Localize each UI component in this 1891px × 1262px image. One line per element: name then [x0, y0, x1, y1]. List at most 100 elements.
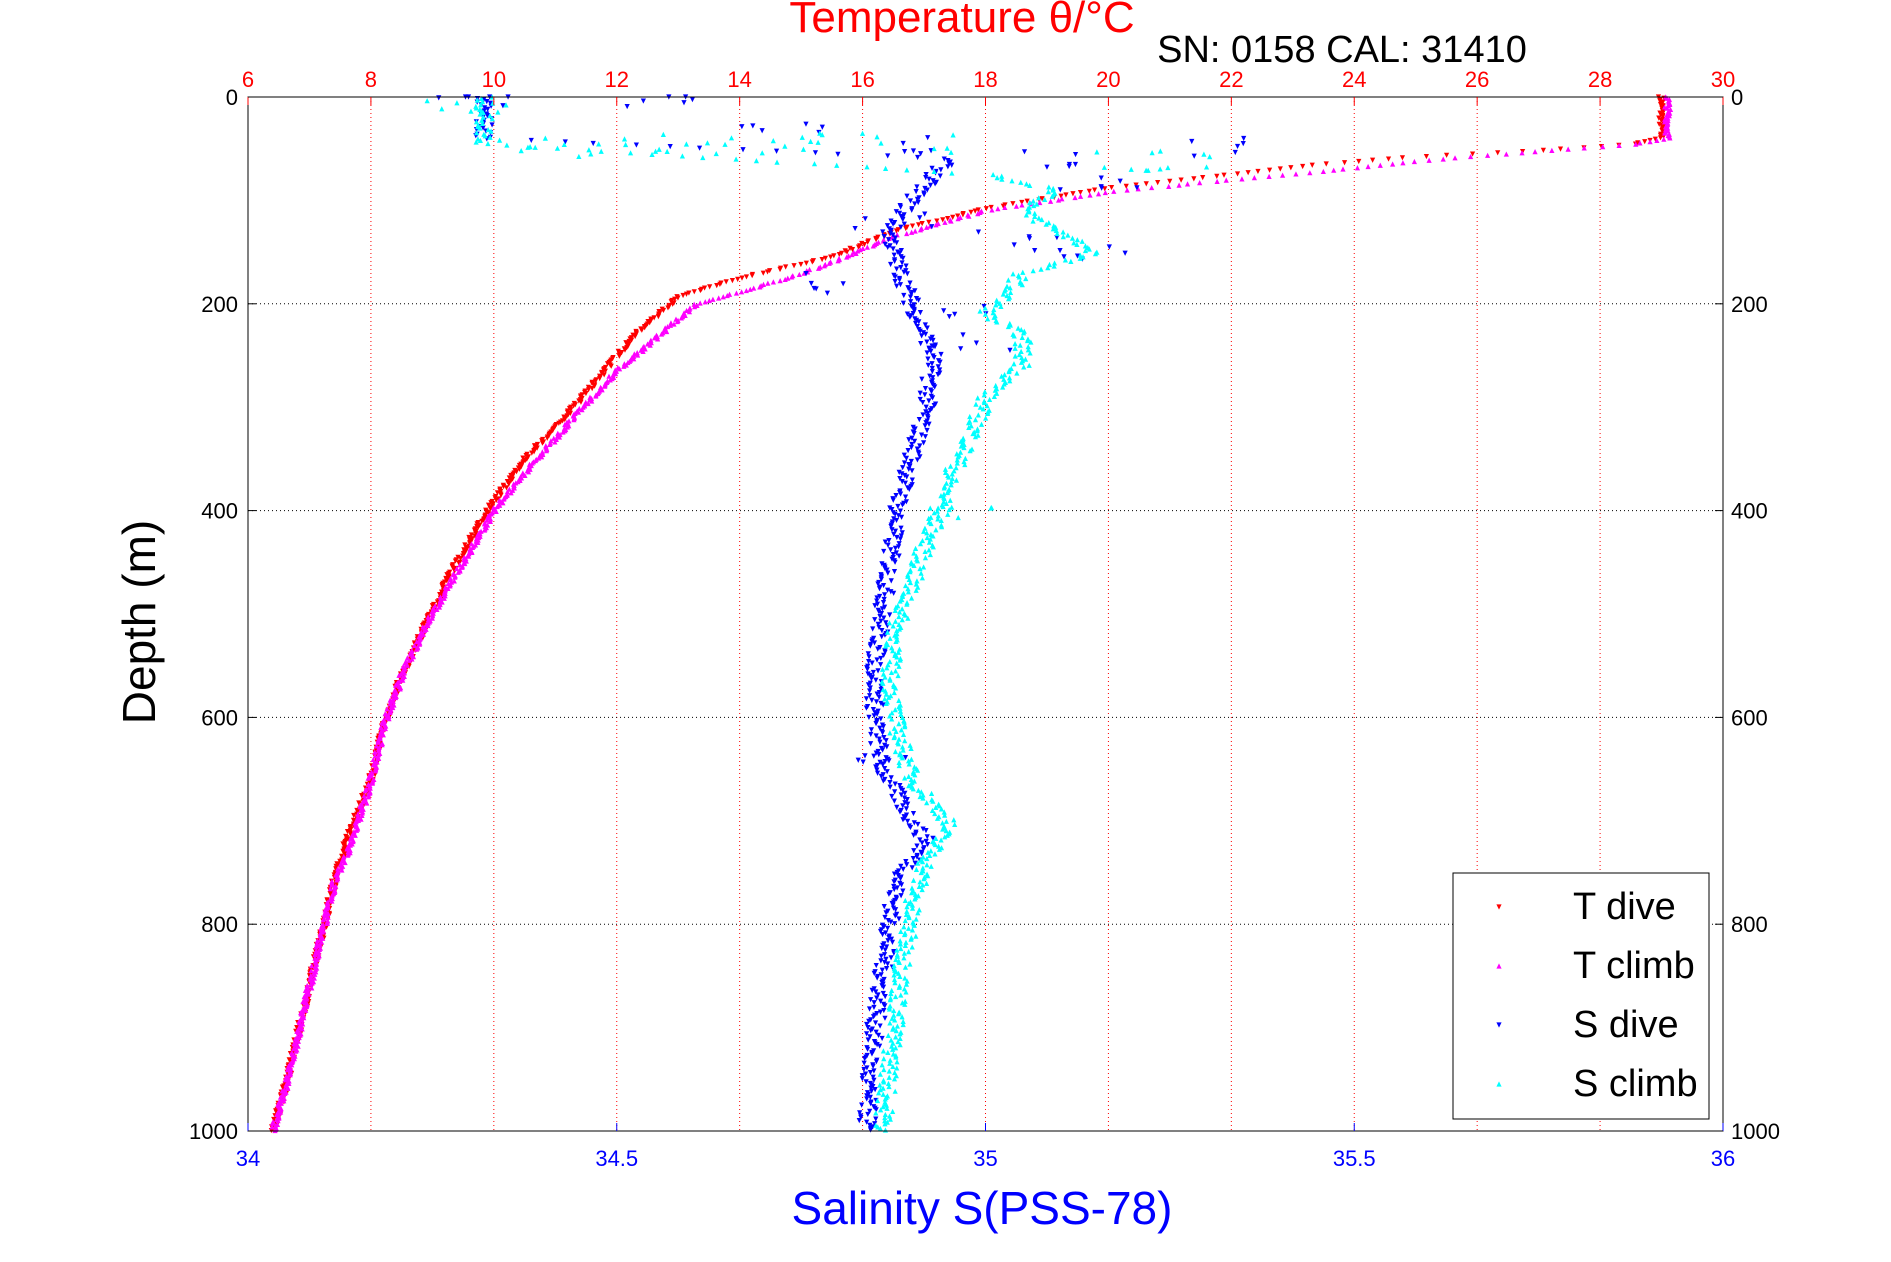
data-point	[875, 992, 881, 998]
data-point	[901, 212, 907, 218]
data-point	[907, 314, 913, 320]
data-point	[1012, 353, 1018, 359]
data-point	[876, 1090, 882, 1096]
data-point	[1354, 165, 1361, 171]
data-point	[824, 290, 830, 296]
data-point	[892, 668, 899, 674]
data-point	[320, 917, 326, 923]
data-point	[929, 395, 936, 401]
data-point	[928, 848, 934, 854]
data-point	[925, 415, 931, 421]
series-t-climb	[269, 94, 1674, 1134]
data-point	[904, 167, 910, 173]
data-point	[913, 916, 919, 922]
data-point	[525, 469, 532, 475]
data-point	[918, 432, 925, 438]
data-point	[867, 693, 873, 699]
data-point	[903, 812, 910, 818]
data-point	[897, 657, 903, 663]
data-point	[707, 284, 713, 290]
data-point	[926, 539, 933, 545]
data-point	[912, 201, 918, 207]
data-point	[909, 890, 915, 896]
data-point	[910, 855, 916, 862]
data-point	[883, 700, 889, 707]
data-point	[880, 1085, 886, 1091]
data-point	[621, 136, 628, 142]
data-point	[909, 435, 915, 441]
data-point	[873, 237, 879, 243]
data-point	[898, 525, 904, 531]
data-point	[893, 638, 899, 645]
data-point	[1005, 323, 1012, 330]
data-point	[1060, 233, 1066, 240]
data-point	[1018, 179, 1024, 185]
data-point	[881, 548, 887, 555]
data-point	[799, 134, 805, 140]
data-point	[1019, 199, 1025, 206]
data-point	[324, 920, 330, 926]
data-point	[880, 730, 886, 736]
data-point	[937, 367, 943, 373]
data-point	[1661, 136, 1667, 142]
data-point	[886, 891, 892, 897]
data-point	[923, 409, 929, 415]
data-point	[760, 270, 766, 276]
data-point	[873, 677, 879, 683]
data-point	[877, 593, 883, 600]
data-point	[948, 149, 954, 155]
data-point	[877, 725, 883, 731]
data-point	[387, 709, 393, 716]
data-point	[724, 292, 730, 299]
data-point	[911, 430, 917, 437]
data-point	[345, 852, 351, 858]
data-point	[896, 613, 902, 620]
data-point	[875, 1124, 881, 1130]
series-s-dive	[436, 94, 1247, 1133]
data-point	[347, 836, 353, 842]
data-point	[981, 392, 987, 398]
data-point	[857, 1110, 863, 1116]
data-point	[1025, 347, 1031, 353]
data-point	[293, 1048, 299, 1054]
data-point	[473, 139, 479, 145]
data-point	[878, 700, 884, 707]
data-point	[487, 516, 494, 522]
data-point	[508, 490, 514, 496]
data-point	[886, 1083, 892, 1090]
data-point	[862, 216, 868, 222]
data-point	[906, 286, 912, 292]
data-point	[1010, 271, 1016, 277]
data-point	[917, 227, 924, 233]
data-point	[935, 513, 941, 519]
data-point	[881, 924, 887, 930]
data-point	[1077, 255, 1083, 261]
data-point	[932, 851, 938, 857]
data-point	[1079, 238, 1085, 244]
data-point	[900, 817, 906, 823]
data-point	[995, 206, 1001, 212]
data-point	[1240, 140, 1246, 147]
data-point	[923, 175, 929, 181]
data-point	[914, 184, 920, 190]
data-point	[920, 795, 926, 801]
data-point	[667, 144, 673, 150]
data-point	[1557, 146, 1564, 152]
data-point	[739, 289, 745, 295]
data-point	[384, 706, 390, 712]
data-point	[867, 685, 873, 691]
data-point	[887, 635, 893, 641]
data-point	[977, 404, 983, 410]
data-point	[896, 609, 903, 615]
data-point	[1087, 192, 1093, 198]
data-point	[396, 672, 402, 678]
data-point	[1167, 178, 1173, 184]
data-point	[873, 1107, 879, 1113]
data-point	[1377, 162, 1383, 168]
data-point	[919, 333, 925, 339]
data-point	[893, 993, 899, 1000]
data-point	[876, 689, 882, 696]
data-point	[918, 341, 924, 347]
data-point	[868, 997, 874, 1003]
temp-tick-label: 26	[1465, 67, 1489, 92]
